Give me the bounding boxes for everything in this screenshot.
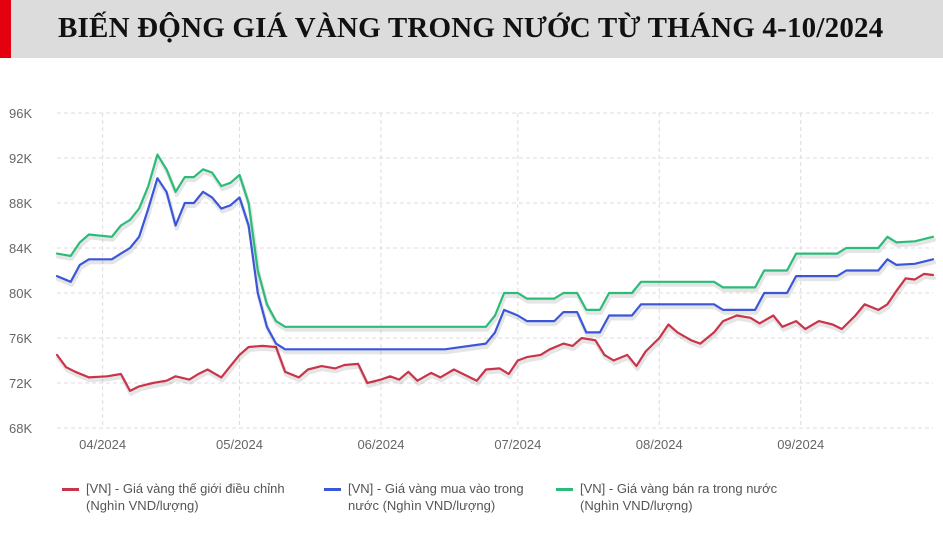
chart-title: BIẾN ĐỘNG GIÁ VÀNG TRONG NƯỚC TỪ THÁNG 4…: [58, 12, 884, 44]
x-tick-label: 04/2024: [79, 437, 126, 452]
grid-lines: [57, 112, 933, 429]
y-tick-label: 68K: [9, 421, 32, 436]
y-tick-label: 80K: [9, 286, 32, 301]
x-tick-label: 09/2024: [777, 437, 824, 452]
title-bar: [0, 0, 943, 58]
title-accent-bar: [0, 0, 11, 58]
y-tick-label: 76K: [9, 331, 32, 346]
x-tick-label: 05/2024: [216, 437, 263, 452]
series-shadow-world-price: [56, 274, 936, 396]
axis-labels: 68K 72K 76K 80K 84K 88K 92K 96K 04/2024 05/2024 06…: [9, 106, 824, 452]
y-tick-label: 96K: [9, 106, 32, 121]
legend-item-sell-price[interactable]: [VN] - Giá vàng bán ra trong nước (Nghìn…: [556, 480, 777, 514]
series-shadow-buy-price: [56, 179, 936, 355]
legend-swatch-world-price: [62, 488, 79, 491]
y-tick-label: 72K: [9, 376, 32, 391]
legend-label-buy-price: [VN] - Giá vàng mua vào trong nước (Nghì…: [348, 481, 524, 513]
legend-label-world-price: [VN] - Giá vàng thế giới điều chỉnh (Ngh…: [86, 481, 285, 513]
series-line-world-price: [55, 272, 935, 392]
legend-swatch-buy-price: [324, 488, 341, 491]
legend-swatch-sell-price: [556, 488, 573, 491]
x-tick-label: 07/2024: [494, 437, 541, 452]
x-tick-label: 08/2024: [636, 437, 683, 452]
y-tick-label: 88K: [9, 196, 32, 211]
series-lines: [55, 153, 936, 396]
series-line-buy-price: [55, 177, 935, 351]
series-line-sell-price: [55, 153, 935, 328]
series-shadow-sell-price: [56, 155, 936, 332]
legend-label-sell-price: [VN] - Giá vàng bán ra trong nước (Nghìn…: [580, 481, 778, 513]
legend-item-world-price[interactable]: [VN] - Giá vàng thế giới điều chỉnh (Ngh…: [62, 480, 285, 514]
y-tick-label: 92K: [9, 151, 32, 166]
legend: [VN] - Giá vàng thế giới điều chỉnh (Ngh…: [60, 480, 920, 520]
y-tick-label: 84K: [9, 241, 32, 256]
legend-item-buy-price[interactable]: [VN] - Giá vàng mua vào trong nước (Nghì…: [324, 480, 524, 514]
x-tick-label: 06/2024: [357, 437, 404, 452]
